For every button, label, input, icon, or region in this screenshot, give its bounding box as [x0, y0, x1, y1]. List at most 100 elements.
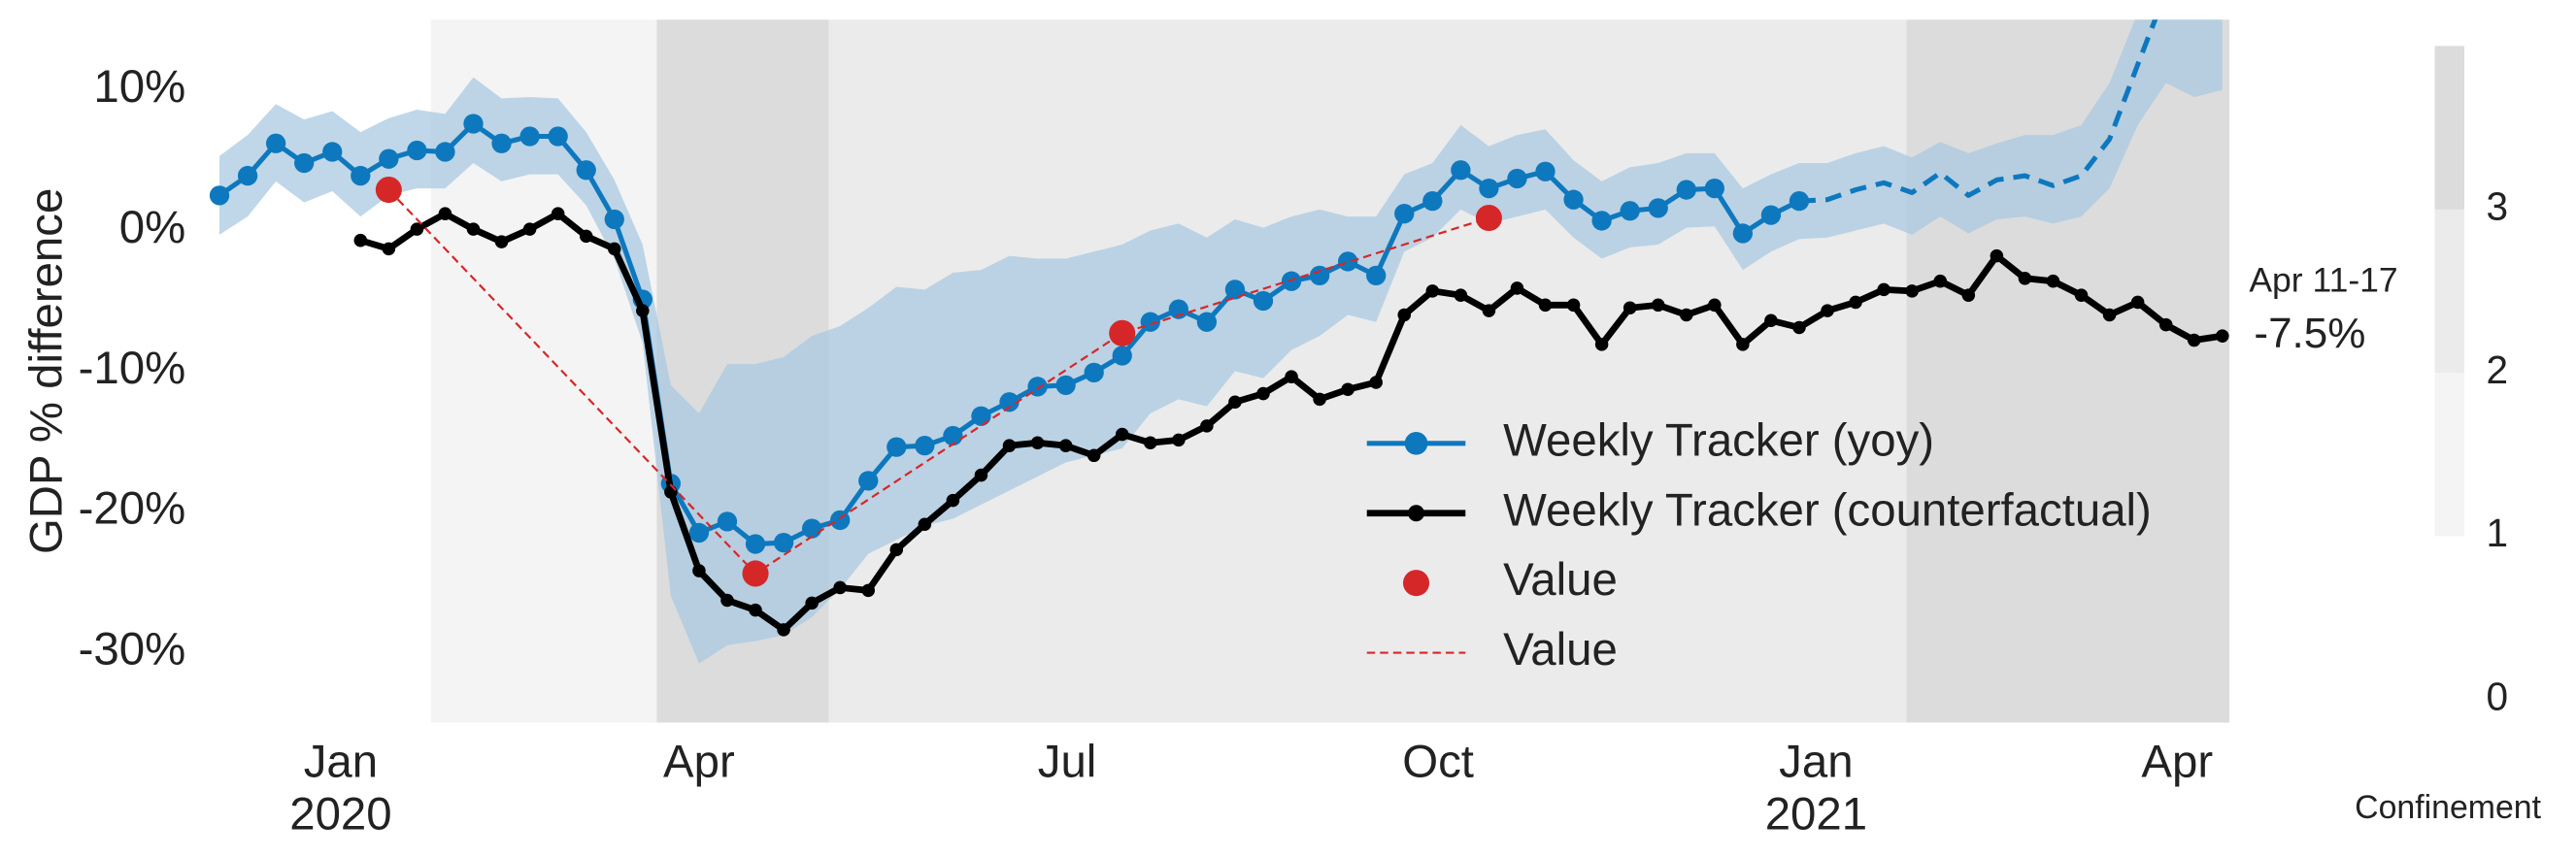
y-axis-label: GDP % difference	[20, 188, 72, 554]
data-point	[1168, 299, 1188, 319]
data-point	[1397, 308, 1412, 322]
colorbar-tick-label: 1	[2487, 511, 2509, 555]
data-point	[1933, 274, 1948, 288]
x-tick-label: Oct	[1402, 736, 1474, 787]
data-point	[745, 534, 766, 554]
colorbar-tick-label: 0	[2487, 675, 2509, 719]
data-point	[1196, 312, 1218, 332]
y-tick-label: -10%	[79, 343, 186, 394]
data-point	[1961, 288, 1976, 302]
colorbar-segment	[2434, 373, 2464, 537]
data-point	[773, 532, 794, 553]
data-point	[579, 229, 593, 244]
data-point	[943, 425, 963, 446]
data-point	[1736, 338, 1750, 351]
data-point	[1623, 301, 1637, 314]
data-point	[1285, 370, 1298, 383]
confinement-period	[1906, 19, 2230, 723]
colorbar-segment	[2434, 46, 2464, 210]
data-point	[1058, 439, 1073, 452]
data-point	[2018, 272, 2032, 285]
data-point	[1566, 298, 1581, 313]
data-point	[636, 304, 650, 317]
data-point	[971, 406, 991, 426]
data-point	[1109, 319, 1136, 346]
data-point	[1087, 448, 1101, 463]
x-tick-label: Apr	[663, 736, 735, 787]
data-point	[777, 623, 790, 637]
data-point	[1510, 281, 1524, 295]
data-point	[353, 233, 368, 247]
y-tick-label: 10%	[93, 61, 185, 113]
data-point	[1591, 211, 1612, 231]
data-point	[1651, 298, 1665, 313]
data-point	[1760, 205, 1782, 225]
data-point	[692, 564, 706, 577]
data-point	[576, 160, 596, 181]
colorbar-tick-label: 3	[2487, 183, 2509, 228]
annotation-text: Apr 11-17	[2249, 260, 2397, 299]
y-tick-label: -20%	[79, 483, 186, 535]
x-tick-label: Jul	[1037, 736, 1097, 787]
data-point	[1764, 313, 1778, 328]
data-point	[209, 185, 230, 206]
data-point	[522, 222, 537, 236]
data-point	[889, 543, 904, 557]
colorbar-segment	[2434, 209, 2464, 374]
data-point	[463, 114, 484, 134]
data-point	[1535, 161, 1556, 181]
data-point	[1451, 160, 1471, 181]
data-point	[1704, 178, 1724, 199]
colorbar-tick-label: 2	[2487, 347, 2509, 392]
data-point	[407, 140, 427, 161]
data-point	[664, 485, 678, 499]
x-tick-label: Apr	[2141, 736, 2214, 787]
data-point	[1200, 419, 1214, 433]
data-point	[1990, 248, 2004, 263]
data-point	[2187, 333, 2201, 347]
y-tick-label: -30%	[79, 624, 186, 676]
annotation-value: -7.5%	[2254, 310, 2365, 357]
data-point	[410, 222, 424, 236]
plot-area	[209, 19, 2229, 664]
data-point	[717, 511, 738, 532]
data-point	[749, 603, 762, 617]
data-point	[1253, 290, 1274, 312]
data-point	[1594, 338, 1609, 351]
data-point	[548, 126, 568, 147]
data-point	[466, 222, 481, 236]
data-point	[1648, 198, 1668, 218]
data-point	[604, 209, 624, 230]
data-point	[294, 152, 315, 174]
data-point	[1172, 433, 1186, 447]
data-point	[435, 142, 455, 162]
data-point	[1115, 427, 1129, 442]
data-point	[1479, 178, 1499, 199]
data-point	[607, 242, 621, 256]
data-point	[1732, 223, 1754, 244]
data-point	[1676, 180, 1696, 200]
data-point	[2130, 295, 2145, 310]
data-point	[887, 437, 907, 457]
data-point	[1425, 284, 1440, 298]
axes-layer: 0 1 2 3 Confinement 10% 0% -10% -20% -30% Apr 11-1…	[79, 46, 2542, 826]
data-point	[1055, 375, 1076, 396]
data-point	[861, 583, 876, 598]
data-point	[237, 165, 258, 186]
data-point	[1112, 346, 1132, 366]
data-point	[2216, 329, 2229, 343]
data-point	[1877, 282, 1890, 297]
data-point	[2074, 288, 2089, 302]
data-point	[1027, 377, 1048, 397]
x-tick-label: Jan 2020	[289, 736, 392, 840]
data-point	[382, 242, 396, 256]
legend-label: Value	[1503, 624, 1618, 676]
data-point	[494, 235, 509, 248]
data-point	[1708, 298, 1722, 313]
data-point	[1792, 320, 1806, 335]
legend-marker	[1404, 431, 1428, 455]
data-point	[801, 518, 822, 539]
